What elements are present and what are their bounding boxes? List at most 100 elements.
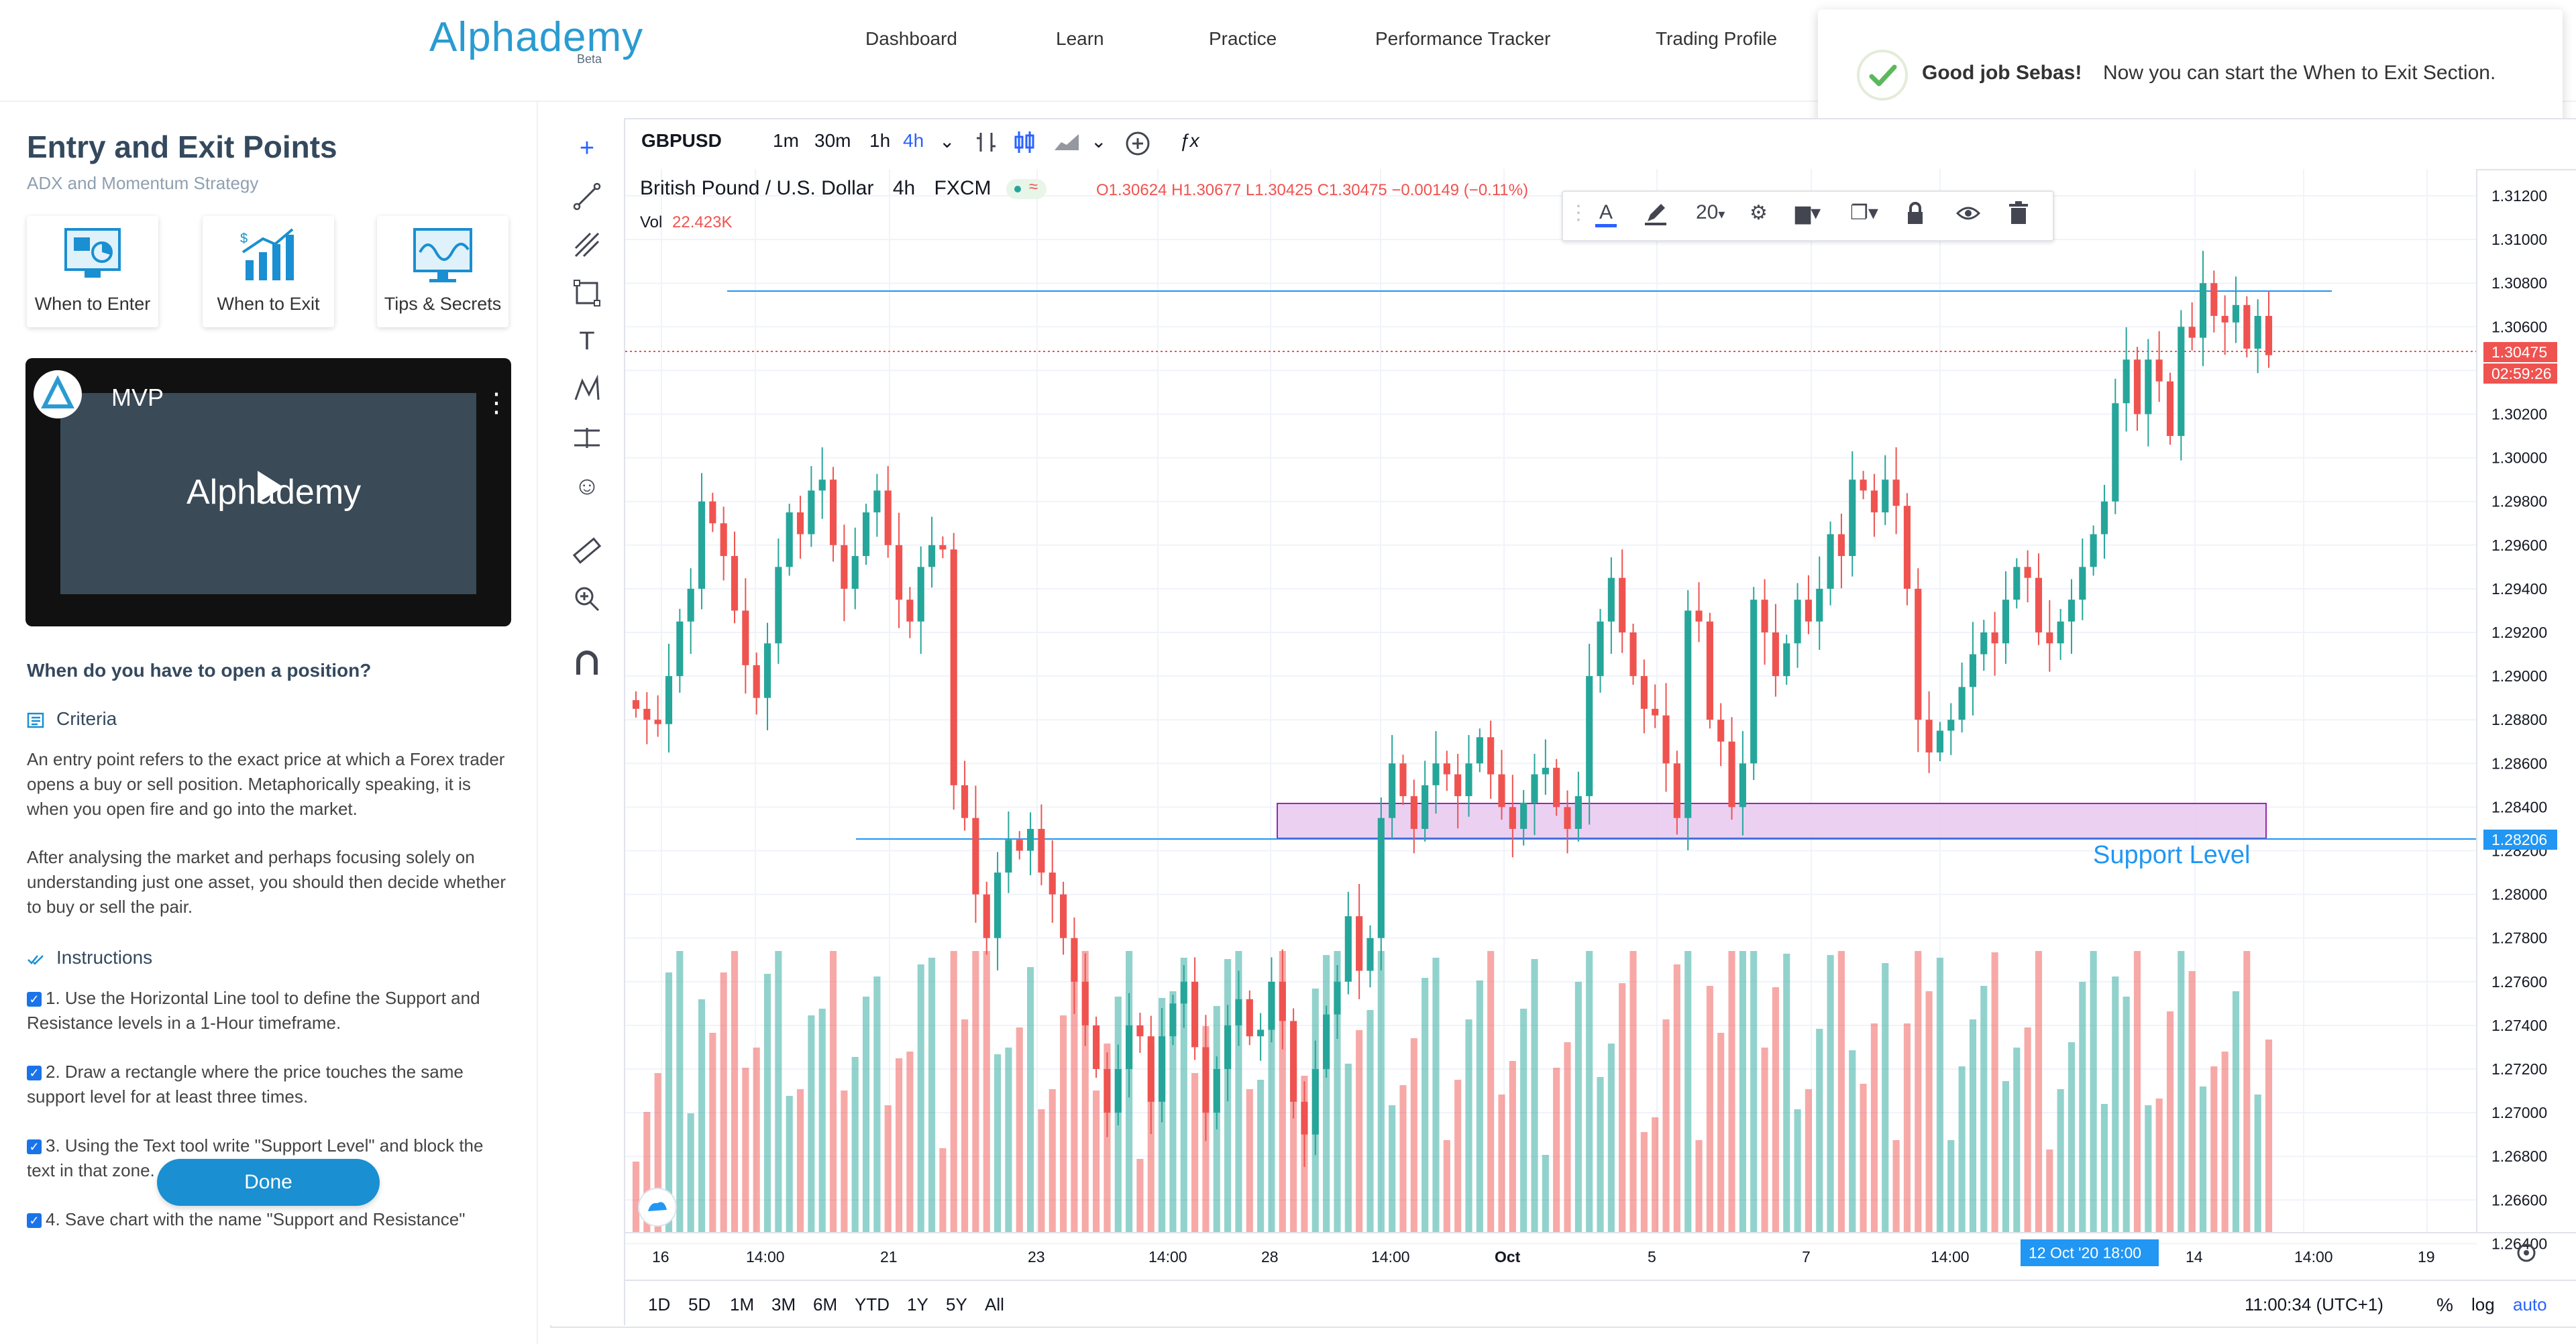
nav-learn[interactable]: Learn — [1056, 28, 1104, 49]
nav-practice[interactable]: Practice — [1209, 28, 1277, 49]
fib-tool-icon[interactable] — [572, 229, 602, 260]
log-scale-button[interactable]: log — [2471, 1294, 2495, 1314]
candle-body — [1356, 916, 1363, 971]
checkbox-checked-icon[interactable]: ✓ — [27, 992, 42, 1007]
candle-body — [1980, 632, 1988, 655]
indicators-fx-icon[interactable]: ƒx — [1179, 130, 1199, 151]
timeframe-1h[interactable]: 1h — [869, 130, 891, 151]
percent-scale-button[interactable]: % — [2436, 1294, 2453, 1315]
chart-clock[interactable]: 11:00:34 (UTC+1) — [2245, 1294, 2383, 1314]
volume-bar — [1870, 1023, 1878, 1233]
candle-body — [1947, 720, 1955, 731]
text-color-icon[interactable]: A — [1595, 201, 1617, 227]
volume-bar — [720, 972, 727, 1233]
range-3m[interactable]: 3M — [771, 1294, 796, 1314]
rectangle-tool-icon[interactable] — [572, 278, 602, 309]
pencil-icon[interactable] — [1644, 201, 1668, 231]
checkbox-checked-icon[interactable]: ✓ — [27, 1139, 42, 1154]
price-chart[interactable]: 1.312001.310001.308001.306001.304001.302… — [625, 169, 2576, 1280]
crosshair-icon[interactable]: + — [579, 134, 595, 162]
price-tick-label: 1.29200 — [2491, 624, 2547, 641]
play-icon[interactable] — [258, 471, 283, 503]
candle-body — [1925, 720, 1933, 753]
time-axis[interactable]: 16 14:00 21 23 14:00 28 14:00 Oct 5 7 14:00 14 14:00… — [652, 1248, 2435, 1266]
volume-bar — [1652, 1117, 1659, 1233]
card-when-to-exit[interactable]: $ When to Exit — [203, 216, 334, 327]
range-1d[interactable]: 1D — [648, 1294, 671, 1314]
candle-body — [1783, 643, 1790, 677]
candle-body — [1169, 1003, 1177, 1037]
timeframe-4h[interactable]: 4h — [903, 130, 924, 151]
candle-body — [1619, 577, 1626, 632]
range-5y[interactable]: 5Y — [946, 1294, 967, 1314]
instruction-item[interactable]: ✓ 1. Use the Horizontal Line tool to defi… — [27, 986, 510, 1035]
instruction-item[interactable]: ✓ 3. Using the Text tool write "Support L… — [27, 1133, 510, 1183]
nav-trading-profile[interactable]: Trading Profile — [1656, 28, 1778, 49]
drag-handle-icon[interactable]: ⋮ — [1568, 202, 1589, 224]
candles-chart-type-icon[interactable] — [1013, 130, 1037, 159]
support-level-text[interactable]: Support Level — [2093, 841, 2251, 869]
settings-gear-icon[interactable] — [2517, 1243, 2536, 1262]
video-player[interactable]: MVP Alphademy ⋮ — [25, 358, 511, 626]
visibility-layers-icon[interactable]: ▆▾ — [1795, 202, 1821, 224]
range-ytd[interactable]: YTD — [855, 1294, 890, 1314]
nav-dashboard[interactable]: Dashboard — [865, 28, 957, 49]
text-tool-icon[interactable]: T — [579, 327, 595, 355]
font-size-select[interactable]: 20▾ — [1696, 201, 1725, 223]
pattern-tool-icon[interactable] — [572, 374, 602, 405]
area-chart-type-icon[interactable] — [1053, 130, 1080, 159]
time-tick-label: 14:00 — [1371, 1248, 1410, 1266]
range-all[interactable]: All — [985, 1294, 1004, 1314]
volume-bar — [1542, 1155, 1549, 1233]
volume-bar — [1366, 1010, 1374, 1233]
emoji-icon[interactable]: ☺ — [574, 472, 600, 500]
bar-chart-type-icon[interactable] — [974, 130, 998, 159]
ruler-icon[interactable] — [572, 535, 602, 566]
candle-body — [895, 545, 903, 600]
last-price-tag — [2483, 342, 2557, 362]
checkbox-checked-icon[interactable]: ✓ — [27, 1066, 42, 1080]
symbol-search[interactable]: GBPUSD — [641, 130, 722, 151]
chevron-down-icon[interactable]: ⌄ — [1091, 131, 1107, 152]
volume-bar — [950, 951, 957, 1233]
more-vertical-icon[interactable]: ⋮ — [483, 388, 510, 418]
done-button[interactable]: Done — [157, 1159, 380, 1206]
instruction-item[interactable]: ✓ 4. Save chart with the name "Support an… — [27, 1207, 510, 1232]
trash-icon[interactable] — [2008, 201, 2029, 231]
card-tips-secrets[interactable]: Tips & Secrets — [377, 216, 508, 327]
price-tick-label: 1.29000 — [2491, 667, 2547, 685]
market-status-badge[interactable]: ≈ — [1006, 178, 1046, 200]
clone-icon[interactable]: ❐▾ — [1850, 202, 1878, 224]
eye-icon[interactable] — [1955, 201, 1981, 231]
price-tick-label: 1.26800 — [2491, 1147, 2547, 1165]
lock-icon[interactable] — [1905, 201, 1925, 231]
zoom-in-icon[interactable] — [572, 583, 602, 614]
tradingview-logo-icon[interactable] — [638, 1188, 677, 1227]
instruction-item[interactable]: ✓ 2. Draw a rectangle where the price tou… — [27, 1060, 510, 1109]
timeframe-1m[interactable]: 1m — [773, 130, 799, 151]
range-1y[interactable]: 1Y — [907, 1294, 928, 1314]
measure-range-icon[interactable] — [572, 423, 602, 453]
candle-body — [2068, 600, 2076, 622]
trend-line-icon[interactable] — [572, 181, 602, 212]
nav-performance-tracker[interactable]: Performance Tracker — [1375, 28, 1551, 49]
app-logo[interactable]: Alphademy — [429, 14, 644, 60]
settings-gear-icon[interactable]: ⚙ — [1750, 202, 1768, 224]
chevron-down-icon[interactable]: ⌄ — [939, 131, 955, 152]
card-when-to-enter[interactable]: When to Enter — [27, 216, 158, 327]
range-5d[interactable]: 5D — [688, 1294, 711, 1314]
volume-bar — [1432, 958, 1440, 1233]
range-6m[interactable]: 6M — [813, 1294, 838, 1314]
magnet-icon[interactable] — [572, 648, 602, 679]
range-1m[interactable]: 1M — [730, 1294, 755, 1314]
candle-body — [643, 708, 651, 720]
volume-bar — [1574, 982, 1582, 1233]
volume-bar — [1180, 958, 1187, 1233]
checkbox-checked-icon[interactable]: ✓ — [27, 1213, 42, 1228]
timeframe-30m[interactable]: 30m — [814, 130, 851, 151]
volume-bar — [1706, 986, 1713, 1233]
compare-plus-icon[interactable] — [1124, 130, 1151, 162]
auto-scale-button[interactable]: auto — [2513, 1294, 2547, 1314]
toast-title: Good job Sebas! — [1922, 62, 2082, 84]
candle-body — [1147, 1036, 1155, 1102]
